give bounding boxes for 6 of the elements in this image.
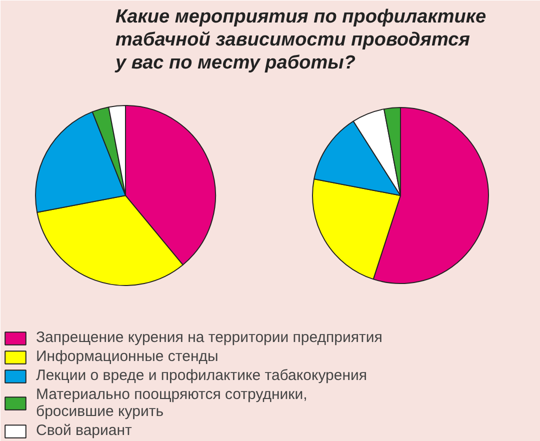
legend-label: Лекции о вреде и профилактике табакокурения (36, 367, 367, 384)
chart-title: Какие мероприятия по профилактике табачной зависимости проводятся у вас по месту работы? (114, 6, 487, 74)
legend-label: Материально поощряются сотрудники, бросившие курить (36, 386, 308, 420)
legend-label: Запрещение курения на территории предприятия (36, 329, 382, 346)
legend-label: Свой вариант (36, 422, 132, 439)
legend-label: Информационные стенды (36, 348, 218, 365)
